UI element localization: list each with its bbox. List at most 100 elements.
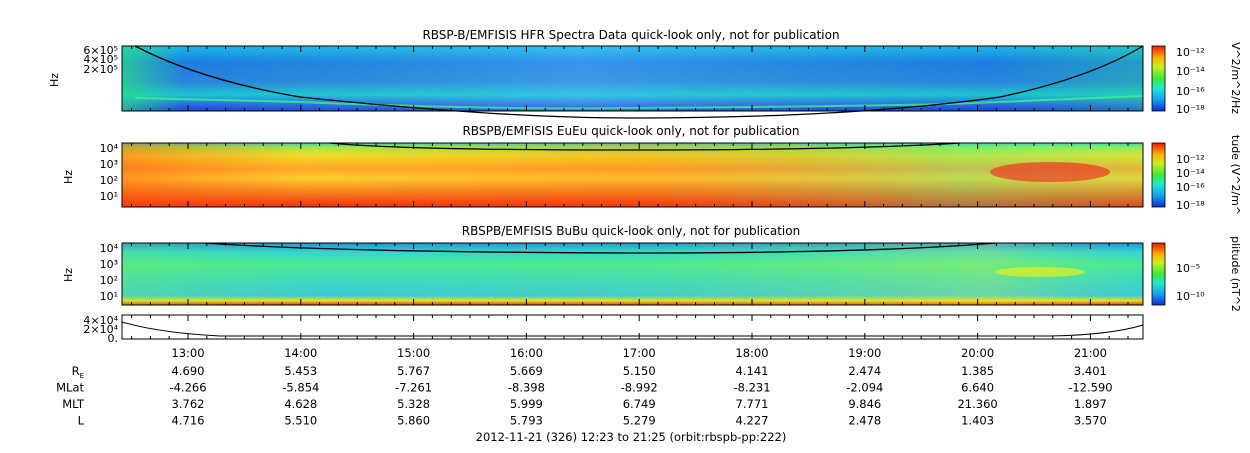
ephemeris-value: -8.231 (733, 381, 770, 395)
ephemeris-value: 4.141 (736, 364, 769, 378)
ephemeris-value: -7.261 (395, 381, 432, 395)
panel3-colorbar: 10⁻⁵ 10⁻¹⁰ plitude (nT^2 (1151, 236, 1242, 312)
time-label: 20:00 (961, 346, 994, 360)
ephemeris-value: 21.360 (957, 397, 997, 411)
time-axis-labels: 13:00 14:00 15:00 16:00 17:00 18:00 19:00 20:00… (171, 346, 1107, 360)
ephemeris-value: 5.767 (397, 364, 430, 378)
ephemeris-value: -8.398 (508, 381, 545, 395)
panel2-title: RBSPB/EMFISIS EuEu quick-look only, not … (462, 124, 799, 138)
colorbar-tick: 10⁻¹⁴ (1176, 167, 1205, 180)
colorbar-tick: 10⁻¹² (1176, 153, 1205, 166)
bubu-cutoff-curve (204, 242, 996, 254)
ephemeris-value: 2.474 (848, 364, 881, 378)
ephemeris-value: 3.401 (1074, 364, 1107, 378)
ephemeris-value: 5.669 (510, 364, 543, 378)
panel2-ytick: 10² (100, 174, 118, 187)
panel4-ytick: 2×10⁴ (83, 323, 118, 336)
ephemeris-value: 1.897 (1074, 397, 1107, 411)
colorbar-tick: 10⁻¹⁴ (1176, 65, 1205, 78)
time-label: 16:00 (510, 346, 543, 360)
ephemeris-value: 1.403 (961, 414, 994, 428)
hfr-cutoff-curve (134, 45, 1144, 119)
ephemeris-row-label: RE (72, 364, 84, 380)
panel2-ytick: 10¹ (100, 190, 118, 203)
panel3-yticks: 10⁴ 10³ 10² 10¹ (100, 242, 119, 303)
panel4-ytick: 0. (108, 332, 119, 345)
line-panel (121, 314, 1144, 340)
ephemeris-value: 4.628 (284, 397, 317, 411)
colorbar-label: plitude (nT^2 (1229, 236, 1242, 312)
panel1-colorbar: 10⁻¹² 10⁻¹⁴ 10⁻¹⁶ 10⁻¹⁸ V^2/m^2/Hz (1151, 42, 1242, 116)
eueu-spectrogram (121, 142, 1144, 208)
colorbar-tick: 10⁻¹⁶ (1176, 85, 1205, 98)
ephemeris-row-label: MLT (62, 397, 85, 411)
colorbar-label: V^2/m^2/Hz (1229, 42, 1242, 114)
ephemeris-value: 4.227 (736, 414, 769, 428)
ephemeris-value: 6.749 (623, 397, 656, 411)
ephemeris-value: -4.266 (169, 381, 206, 395)
panel3-ytick: 10¹ (100, 290, 118, 303)
panel1-ytick: 4×10⁵ (83, 53, 118, 66)
panel3-title: RBSPB/EMFISIS BuBu quick-look only, not … (462, 224, 800, 238)
line-panel-frame (121, 314, 1144, 340)
ephemeris-value: 3.762 (172, 397, 205, 411)
ephemeris-value: -5.854 (282, 381, 319, 395)
ephemeris-value: -8.992 (621, 381, 658, 395)
panel2-ylabel: Hz (62, 170, 75, 184)
panel4-yticks: 4×10⁴ 2×10⁴ 0. (83, 314, 118, 345)
time-label: 15:00 (397, 346, 430, 360)
panel1-ytick: 2×10⁵ (83, 63, 118, 76)
panel3-ytick: 10² (100, 274, 118, 287)
colorbar-tick: 10⁻¹⁸ (1176, 103, 1205, 116)
panel2-ytick: 10³ (100, 158, 118, 171)
panel3-ylabel: Hz (62, 268, 75, 282)
line-trace (121, 321, 1144, 337)
panel1-ytick: 6×10⁵ (83, 44, 118, 57)
eueu-emission-blob (990, 162, 1110, 182)
time-label: 14:00 (284, 346, 317, 360)
bubu-panel-frame (121, 242, 1144, 306)
ephemeris-value: 5.328 (397, 397, 430, 411)
panel2-colorbar: 10⁻¹² 10⁻¹⁴ 10⁻¹⁶ 10⁻¹⁸ tude (V^2/m^ (1151, 135, 1242, 215)
panel3-ytick: 10³ (100, 258, 118, 271)
ephemeris-value: 5.453 (284, 364, 317, 378)
ephemeris-value: 5.793 (510, 414, 543, 428)
ephemeris-value: 5.150 (623, 364, 656, 378)
eueu-cutoff-curve (329, 142, 961, 151)
ephemeris-value: 7.771 (736, 397, 769, 411)
ephemeris-value: 4.690 (172, 364, 205, 378)
ephemeris-value: 5.279 (623, 414, 656, 428)
colorbar-tick: 10⁻¹⁸ (1176, 199, 1205, 212)
ephemeris-row-label: L (78, 414, 85, 428)
hfr-bright-band (134, 95, 1144, 110)
colorbar-tick: 10⁻¹² (1176, 46, 1205, 59)
time-label: 21:00 (1074, 346, 1107, 360)
ephemeris-row-label: MLat (56, 381, 84, 395)
ephemeris-value: 5.510 (284, 414, 317, 428)
panel2-yticks: 10⁴ 10³ 10² 10¹ (100, 142, 119, 203)
colorbar-gradient (1151, 142, 1166, 208)
bubu-emission-blob (995, 267, 1085, 277)
ephemeris-value: 3.570 (1074, 414, 1107, 428)
colorbar-tick: 10⁻¹⁰ (1176, 290, 1205, 303)
ephemeris-value: -12.590 (1068, 381, 1112, 395)
ephemeris-value: 5.999 (510, 397, 543, 411)
colorbar-tick: 10⁻⁵ (1176, 262, 1200, 275)
colorbar-label: tude (V^2/m^ (1229, 135, 1242, 215)
ephemeris-table: RE 4.690 5.453 5.767 5.669 5.150 4.141 2.474 1.3… (56, 364, 1112, 428)
colorbar-gradient (1151, 242, 1166, 306)
time-range-footer: 2012-11-21 (326) 12:23 to 21:25 (orbit:r… (476, 430, 787, 444)
time-label: 18:00 (735, 346, 768, 360)
ephemeris-value: 2.478 (848, 414, 881, 428)
bubu-spectrogram (121, 242, 1144, 306)
hfr-spectrogram (121, 45, 1144, 119)
time-tick-marks (131, 46, 1129, 339)
ephemeris-value: 1.385 (961, 364, 994, 378)
panel2-ytick: 10⁴ (100, 142, 119, 155)
time-label: 13:00 (171, 346, 204, 360)
panel4-ytick: 4×10⁴ (83, 314, 118, 327)
ephemeris-value: 9.846 (848, 397, 881, 411)
ephemeris-value: -2.094 (846, 381, 883, 395)
panel3-ytick: 10⁴ (100, 242, 119, 255)
